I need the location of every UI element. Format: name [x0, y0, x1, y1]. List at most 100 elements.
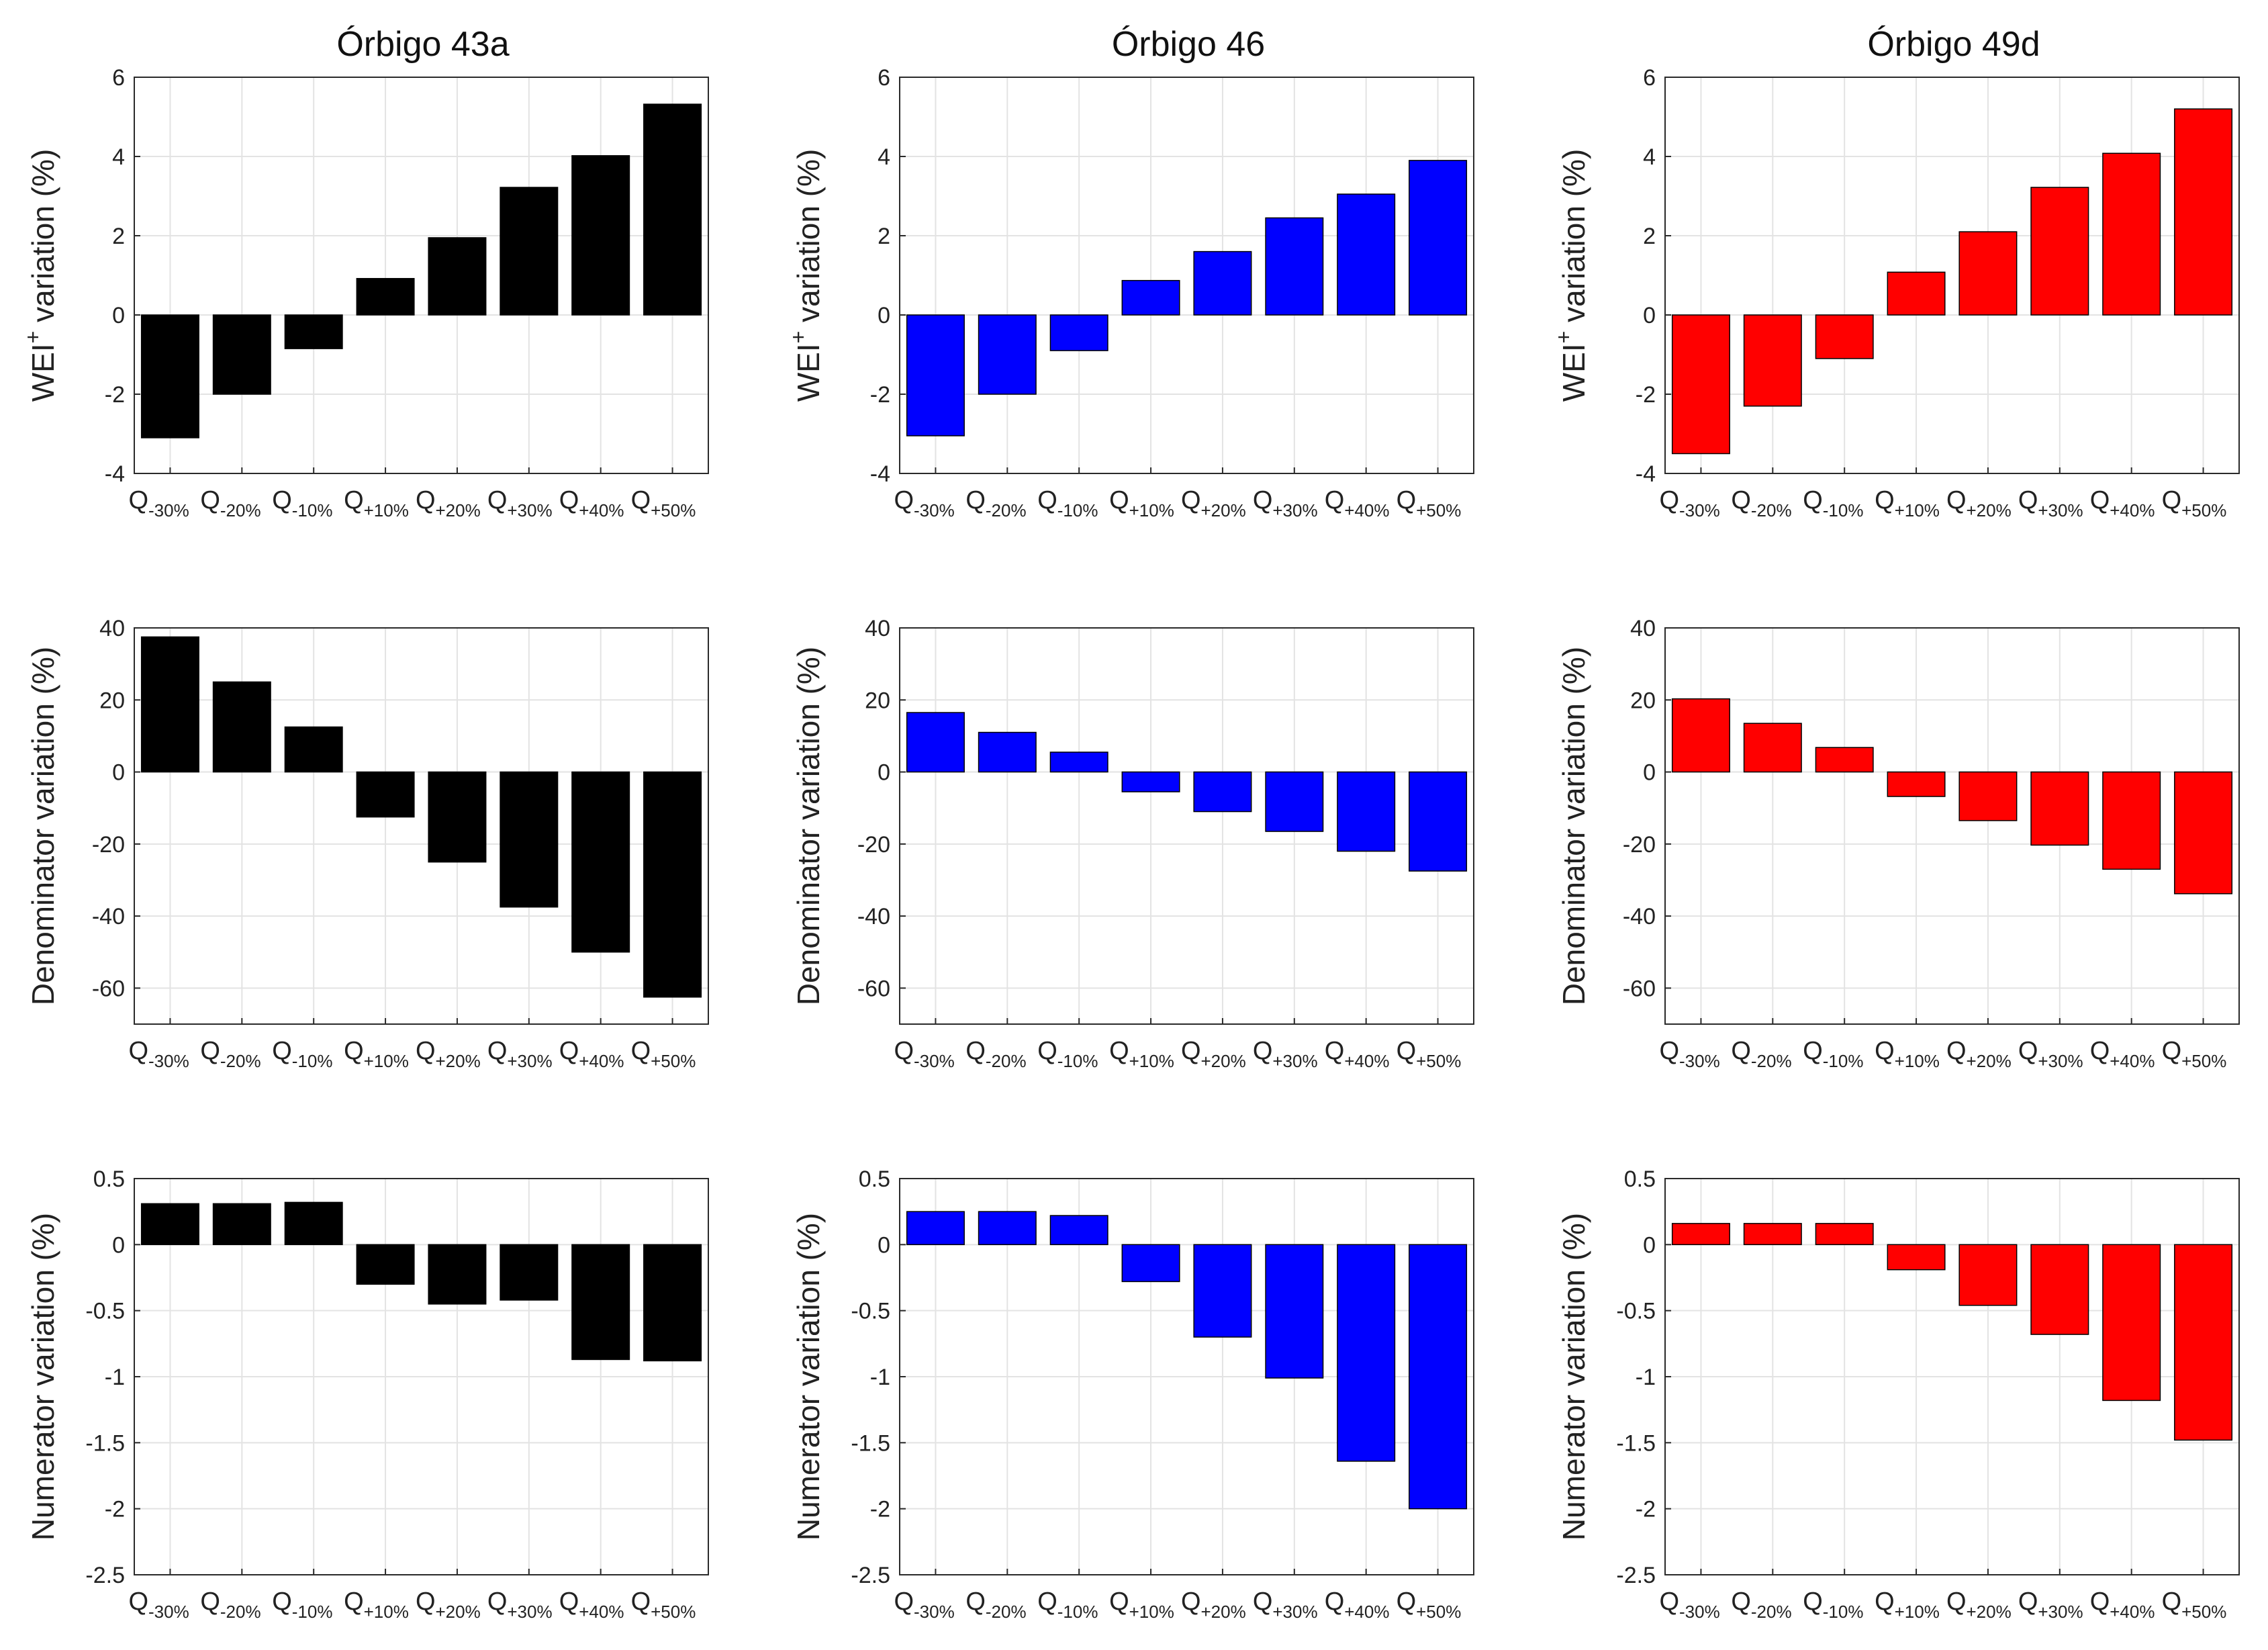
- y-tick-label: -2: [870, 1497, 890, 1522]
- bar: [356, 277, 415, 316]
- bar: [1671, 1223, 1730, 1246]
- y-tick-label: 2: [878, 224, 890, 249]
- y-tick-label: -1: [1636, 1365, 1656, 1390]
- bar: [571, 771, 630, 953]
- x-tick-label: Q-30%: [128, 1037, 189, 1071]
- y-tick-label: -4: [1636, 461, 1656, 487]
- bar: [284, 726, 343, 773]
- bar: [356, 1244, 415, 1285]
- y-tick-label: -2: [105, 1497, 125, 1522]
- y-tick-label: -2: [870, 382, 890, 408]
- bar: [140, 636, 199, 773]
- y-axis-label: Numerator variation (%): [1556, 1213, 1591, 1541]
- y-axis-label: WEI+ variation (%): [786, 149, 826, 402]
- chart-panel: -2.5 -2 -1.5 -1 -0.5 0 0.5 Q-30% Q-20% Q-10% Q+10%…: [791, 1166, 1474, 1622]
- y-tick-label: 2: [112, 224, 125, 249]
- x-tick-label: Q-10%: [1803, 1037, 1863, 1071]
- x-tick-label: Q+10%: [344, 486, 409, 520]
- x-tick-label: Q+10%: [1875, 1588, 1940, 1622]
- bar: [1887, 1244, 1946, 1271]
- bar: [284, 314, 343, 349]
- y-tick-label: 0.5: [1624, 1166, 1656, 1192]
- bar: [1815, 1223, 1874, 1246]
- y-tick-label: -60: [92, 976, 125, 1001]
- bar: [1337, 1244, 1396, 1462]
- bar: [2030, 1244, 2089, 1335]
- bar: [2102, 1244, 2161, 1402]
- y-axis-label: Denominator variation (%): [1556, 647, 1591, 1005]
- y-tick-label: -20: [857, 832, 890, 858]
- x-tick-label: Q-10%: [1803, 1588, 1863, 1622]
- bar: [500, 771, 559, 908]
- x-tick-label: Q-20%: [965, 1037, 1026, 1071]
- y-tick-label: -40: [857, 904, 890, 929]
- y-tick-label: -1.5: [85, 1430, 125, 1456]
- y-tick-label: 0: [1643, 760, 1656, 786]
- bar: [643, 1244, 702, 1362]
- y-axis-label: WEI+ variation (%): [21, 149, 60, 402]
- x-tick-label: Q-20%: [200, 1588, 261, 1622]
- x-tick-label: Q-30%: [894, 1037, 954, 1071]
- bar: [1958, 771, 2018, 821]
- x-tick-label: Q+10%: [1109, 1037, 1174, 1071]
- y-tick-label: 0.5: [93, 1166, 125, 1192]
- bar: [1193, 1244, 1252, 1338]
- x-tick-label: Q+10%: [1109, 486, 1174, 520]
- x-tick-label: Q+50%: [631, 486, 696, 520]
- bar: [978, 731, 1037, 773]
- bar: [2030, 771, 2089, 846]
- x-tick-label: Q-30%: [1659, 486, 1719, 520]
- y-axis-label: Denominator variation (%): [791, 647, 826, 1005]
- bar: [428, 237, 487, 316]
- y-tick-label: 0: [878, 303, 890, 328]
- x-tick-label: Q+40%: [1325, 1037, 1390, 1071]
- x-tick-label: Q+40%: [1325, 1588, 1390, 1622]
- bar: [1193, 771, 1252, 813]
- bar: [140, 1203, 199, 1246]
- y-tick-label: -1.5: [1616, 1430, 1656, 1456]
- bar: [1265, 217, 1324, 316]
- bar: [2174, 108, 2233, 316]
- x-tick-label: Q+50%: [631, 1588, 696, 1622]
- y-tick-label: -4: [870, 461, 890, 487]
- bar: [2030, 187, 2089, 316]
- x-tick-label: Q+20%: [1181, 486, 1246, 520]
- bar: [1743, 314, 1802, 407]
- axes-frame: [1664, 77, 2240, 474]
- x-tick-label: Q-30%: [128, 486, 189, 520]
- y-axis-label: Numerator variation (%): [791, 1213, 826, 1541]
- bar: [1409, 1244, 1468, 1510]
- bar: [906, 1211, 965, 1246]
- chart-panel: -2.5 -2 -1.5 -1 -0.5 0 0.5 Q-30% Q-20% Q-10% Q+10%…: [26, 1166, 709, 1622]
- column-title-orbigo-49d: Órbigo 49d: [1867, 25, 2040, 64]
- y-tick-label: -2.5: [85, 1563, 125, 1588]
- x-tick-label: Q+40%: [2090, 486, 2155, 520]
- x-tick-label: Q-10%: [1803, 486, 1863, 520]
- x-tick-label: Q+30%: [2018, 1588, 2083, 1622]
- x-tick-label: Q-30%: [1659, 1588, 1719, 1622]
- x-tick-label: Q+20%: [1946, 1037, 2012, 1071]
- y-tick-label: 6: [112, 65, 125, 91]
- x-tick-label: Q+50%: [1397, 1588, 1462, 1622]
- y-tick-label: 0: [1643, 303, 1656, 328]
- y-tick-label: 20: [865, 688, 890, 713]
- y-tick-label: -1: [105, 1365, 125, 1390]
- y-tick-label: 0: [112, 1232, 125, 1258]
- y-tick-label: -1: [870, 1365, 890, 1390]
- y-tick-label: -2.5: [1616, 1563, 1656, 1588]
- bar: [2174, 1244, 2233, 1441]
- x-tick-label: Q+30%: [487, 486, 553, 520]
- y-tick-label: 4: [878, 144, 890, 170]
- x-tick-label: Q+30%: [1253, 486, 1318, 520]
- bar: [1337, 193, 1396, 316]
- y-tick-label: -0.5: [1616, 1299, 1656, 1324]
- x-tick-label: Q+40%: [559, 1588, 624, 1622]
- x-tick-label: Q+20%: [1181, 1037, 1246, 1071]
- bar: [284, 1201, 343, 1246]
- x-tick-label: Q+40%: [559, 486, 624, 520]
- bar: [2174, 771, 2233, 895]
- y-tick-label: -20: [1623, 832, 1656, 858]
